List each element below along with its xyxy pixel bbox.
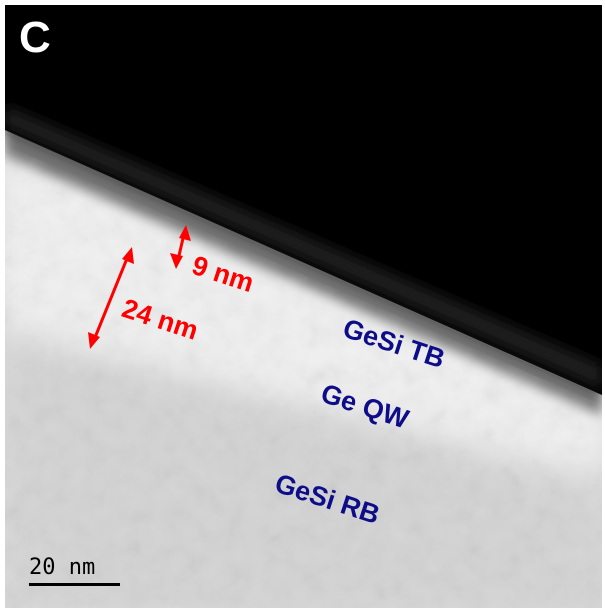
vacuum-edge (5, 105, 602, 390)
tem-micrograph: C 9 nm 24 nm GeSi TB Ge QW GeSi RB 20 nm (5, 5, 602, 608)
scale-bar-label: 20 nm (29, 555, 96, 580)
micrograph-background (5, 5, 602, 608)
measurement-arrows (88, 225, 191, 349)
arrow-9nm (170, 225, 191, 269)
vacuum-region (5, 5, 602, 395)
scale-bar (29, 583, 120, 586)
arrow-24nm (88, 247, 134, 349)
panel-label: C (19, 13, 51, 62)
crystal-texture (5, 145, 602, 608)
